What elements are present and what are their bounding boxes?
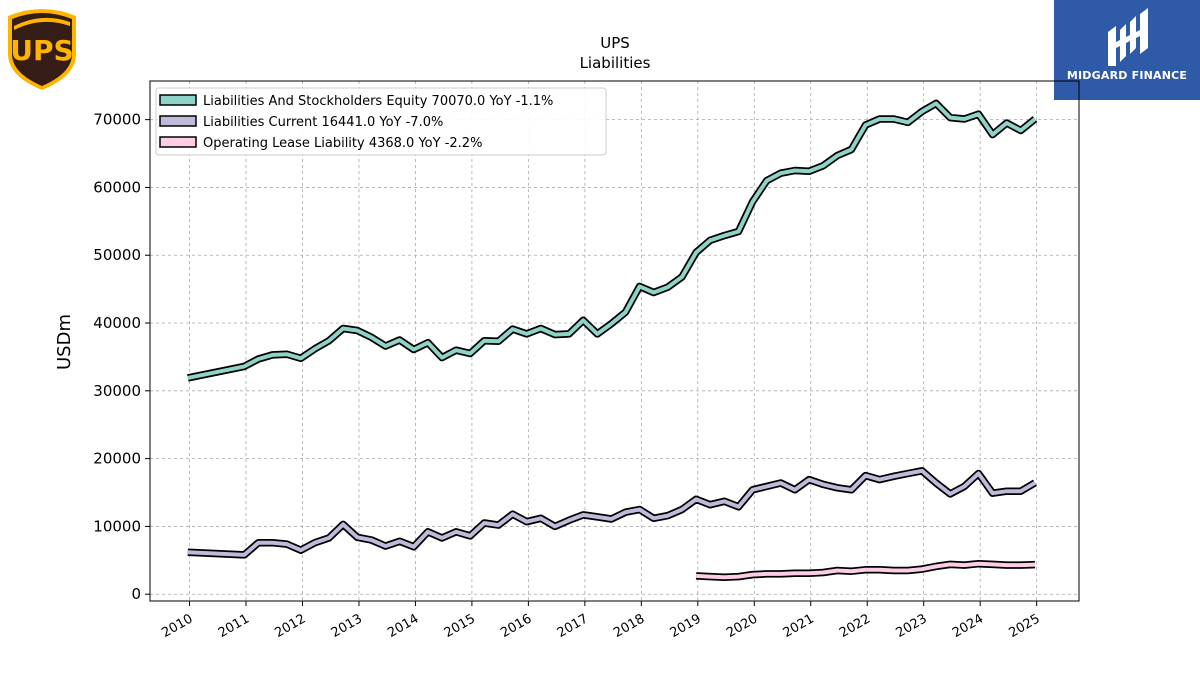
x-tick-label: 2013 [329,611,365,641]
x-tick-label: 2023 [894,611,930,641]
y-tick-label: 60000 [93,178,141,196]
x-tick-label: 2015 [442,611,478,641]
y-tick-label: 0 [131,585,141,603]
legend: Liabilities And Stockholders Equity 7007… [155,87,607,156]
legend-label: Liabilities Current 16441.0 YoY -7.0% [203,115,443,130]
x-tick-label: 2010 [159,611,195,641]
ups-logo: UPS [4,4,80,92]
x-tick-label: 2012 [272,611,308,641]
x-tick-label: 2024 [950,611,986,641]
ups-logo-text: UPS [10,34,73,67]
y-tick-label: 40000 [93,314,141,332]
y-tick-label: 20000 [93,450,141,468]
axes: 2010 2011 2012 2013 2014 2015 2016 2017 2018 2019… [93,111,1042,641]
x-tick-label: 2020 [724,611,760,641]
series-0-line [187,101,1037,380]
midgard-finance-logo: MIDGARD FINANCE [1054,0,1200,100]
x-tick-label: 2019 [668,611,704,641]
x-tick-label: 2017 [555,611,591,641]
grid [150,81,1079,601]
legend-box [155,87,607,156]
series-1-line [187,468,1037,557]
series-2-line [696,561,1036,580]
legend-label: Liabilities And Stockholders Equity 7007… [203,94,553,109]
y-tick-label: 30000 [93,382,141,400]
y-tick-label: 50000 [93,246,141,264]
series-lines [187,99,1038,582]
x-tick-label: 2021 [781,611,817,641]
midgard-mark-icon [1108,8,1148,66]
x-tick-label: 2022 [837,611,873,641]
x-tick-label: 2011 [216,611,252,641]
x-tick-label: 2025 [1006,611,1042,641]
legend-swatch [159,136,197,148]
chart-title: UPS [600,34,630,52]
legend-swatch [159,115,197,127]
y-tick-label: 10000 [93,517,141,535]
plot-frame [149,80,1080,602]
y-axis-label: USDm [54,314,75,370]
y-tick-label: 70000 [93,111,141,129]
x-tick-label: 2016 [498,611,534,641]
chart-subtitle: Liabilities [580,54,651,72]
legend-swatch [159,94,197,106]
legend-label: Operating Lease Liability 4368.0 YoY -2.… [203,136,482,151]
x-tick-label: 2018 [611,611,647,641]
x-tick-label: 2014 [385,611,421,641]
midgard-finance-text: MIDGARD FINANCE [1066,69,1188,82]
